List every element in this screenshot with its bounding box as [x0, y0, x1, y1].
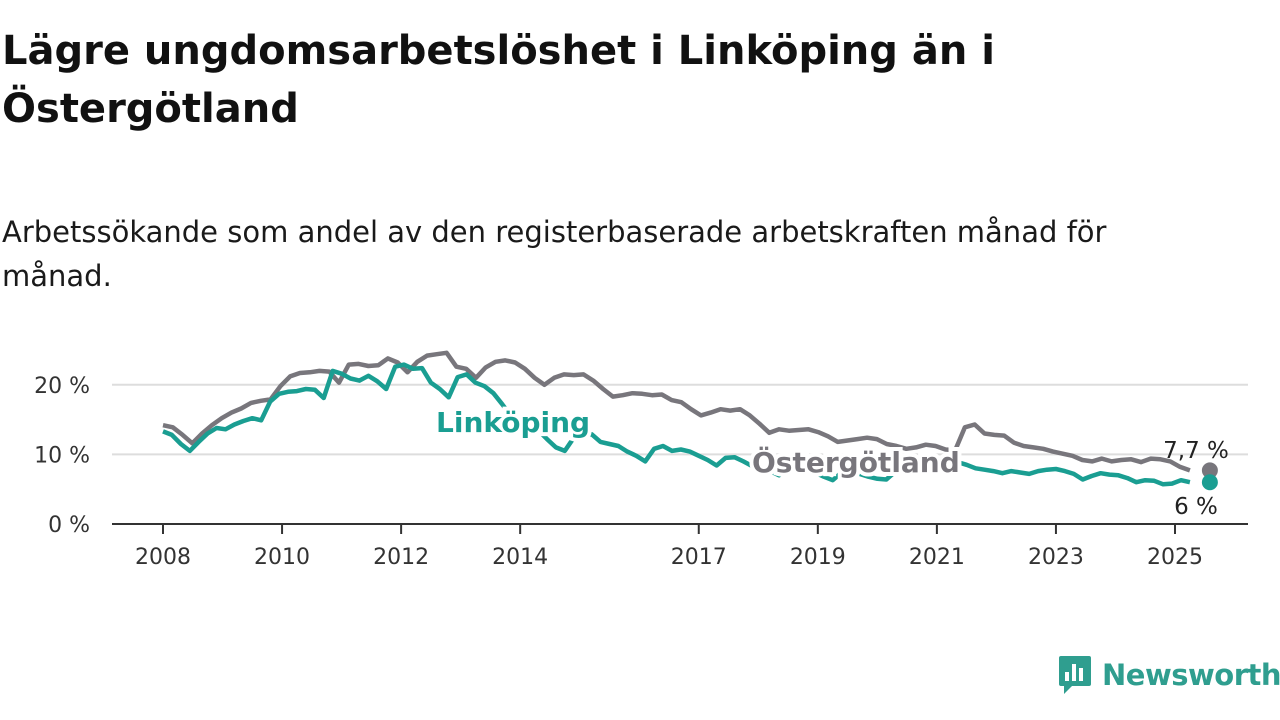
x-tick-label: 2010: [254, 545, 310, 570]
series-label-linkoping-halo: Linköping: [436, 406, 590, 439]
series-ostergotland-end-point: [1201, 462, 1218, 479]
series-label-ostergotland: Östergötland: [752, 445, 960, 479]
x-tick-label: 2021: [909, 545, 965, 570]
x-tick-label: 2023: [1028, 545, 1084, 570]
x-tick-label: 2008: [135, 545, 191, 570]
series-lines: [162, 350, 1218, 491]
y-tick-label: 10 %: [34, 443, 90, 468]
series-label-linkoping: Linköping: [436, 406, 590, 439]
x-tick-label: 2012: [373, 545, 429, 570]
newsworthy-logo: Newsworthy: [1058, 654, 1280, 696]
chart-subtitle: Arbetssökande som andel av den registerb…: [2, 215, 1107, 293]
series-linkoping-end-point: [1201, 474, 1218, 491]
end-label-linkoping: 6 %: [1174, 494, 1218, 520]
brand-name: Newsworthy: [1102, 658, 1280, 692]
chart-title: Lägre ungdomsarbetslöshet i Linköping än…: [2, 28, 995, 132]
line-chart: 0 % 10 % 20 % 2008 2010 2012 2014 2017 2019 2021 2…: [34, 350, 1248, 570]
x-tick-label: 2017: [671, 545, 727, 570]
y-tick-label: 0 %: [48, 513, 90, 538]
series-linkoping-line: [162, 362, 1191, 487]
bar-chart-speech-bubble-icon: [1059, 656, 1091, 694]
axes: 0 % 10 % 20 % 2008 2010 2012 2014 2017 2019 2021 2…: [34, 374, 1248, 570]
series-label-ostergotland-halo: Östergötland: [752, 445, 960, 479]
y-tick-label: 20 %: [34, 374, 90, 399]
labels: LinköpingLinköpingÖstergötlandÖstergötla…: [432, 402, 1229, 520]
x-tick-label: 2025: [1147, 545, 1203, 570]
series-ostergotland-line: [162, 350, 1191, 473]
x-tick-label: 2014: [492, 545, 548, 570]
x-tick-label: 2019: [790, 545, 846, 570]
end-label-ostergotland: 7,7 %: [1163, 438, 1229, 464]
